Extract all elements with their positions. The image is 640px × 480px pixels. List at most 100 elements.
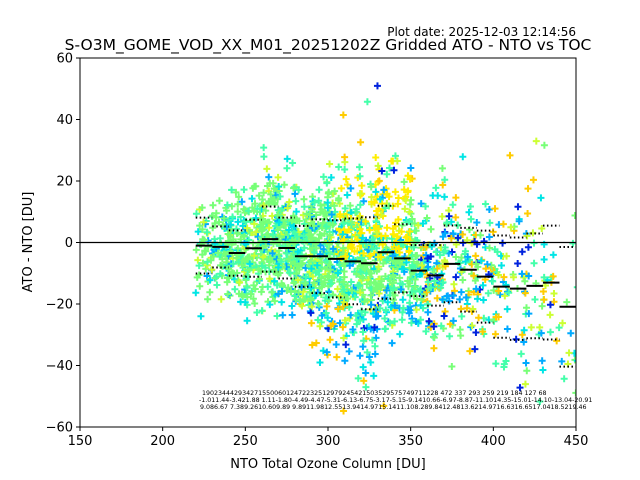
data-point [417,316,425,324]
data-point [558,357,566,365]
data-point [457,288,465,296]
data-point [352,205,360,213]
data-point [371,342,379,350]
data-point [323,302,331,310]
data-point [531,295,539,303]
data-point [215,197,223,205]
data-point [443,219,451,227]
y-tick-label: −40 [46,359,73,374]
data-point [300,232,308,240]
data-point [340,278,348,286]
data-point [567,329,575,337]
bin-statistics [195,204,576,368]
data-point [233,254,241,262]
data-point [375,225,383,233]
data-point [501,292,509,300]
data-point [241,257,249,265]
data-point [443,292,451,300]
data-point [424,278,432,286]
data-point [252,182,260,190]
data-point [382,306,390,314]
data-point [383,256,391,264]
data-point [423,214,431,222]
data-point [386,319,394,327]
data-point [290,184,298,192]
data-point [359,363,367,371]
data-point [540,256,548,264]
data-point [308,303,316,311]
data-point [298,302,306,310]
data-point [459,276,467,284]
data-point [359,274,367,282]
data-point [250,220,258,228]
data-point [232,188,240,196]
data-point [222,250,230,258]
data-point [228,269,236,277]
data-point [391,302,399,310]
data-point [194,256,202,264]
data-point [391,317,399,325]
data-point [573,359,576,362]
data-point [263,182,271,190]
data-point [462,258,470,266]
data-point [283,164,291,172]
data-point [340,268,348,276]
data-point [356,190,364,198]
data-point [340,407,348,415]
data-point [459,153,467,161]
data-point [546,311,554,319]
data-point [448,362,456,370]
data-point [223,201,231,209]
data-point [330,202,338,210]
data-point [276,232,284,240]
data-point [352,312,360,320]
data-point [198,204,206,212]
data-point [386,164,394,172]
data-point [360,377,368,385]
data-point [228,186,236,194]
data-point [269,231,277,239]
data-point [356,352,364,360]
data-point [479,296,487,304]
data-point [284,204,292,212]
data-point [391,152,399,160]
data-point [341,153,349,161]
data-point [372,188,380,196]
data-point [406,175,414,183]
x-tick-label: 300 [316,434,341,449]
data-point [433,294,441,302]
data-point [540,141,548,149]
data-point [207,256,215,264]
data-point [288,311,296,319]
y-tick-label: 60 [56,52,73,67]
data-point [270,185,278,193]
data-point [250,281,258,289]
data-point [381,314,389,322]
data-point [300,244,308,252]
data-point [199,259,207,267]
data-point [291,190,299,198]
data-point [377,232,385,240]
data-point [238,198,246,206]
data-point [537,329,545,337]
data-point [560,375,568,383]
data-point [294,276,302,284]
data-point [251,300,259,308]
data-point [419,219,427,227]
data-point [411,220,419,228]
data-point [310,248,318,256]
data-point [366,252,374,260]
data-point [540,296,548,304]
data-point [192,210,200,218]
data-point [367,291,375,299]
data-point [274,211,282,219]
data-point [345,347,353,355]
data-point [565,349,573,357]
data-point [247,290,255,298]
data-point [285,226,293,234]
data-point [344,282,352,290]
data-point [248,195,256,203]
data-point [368,269,376,277]
data-point [371,323,379,331]
data-point [476,231,484,239]
